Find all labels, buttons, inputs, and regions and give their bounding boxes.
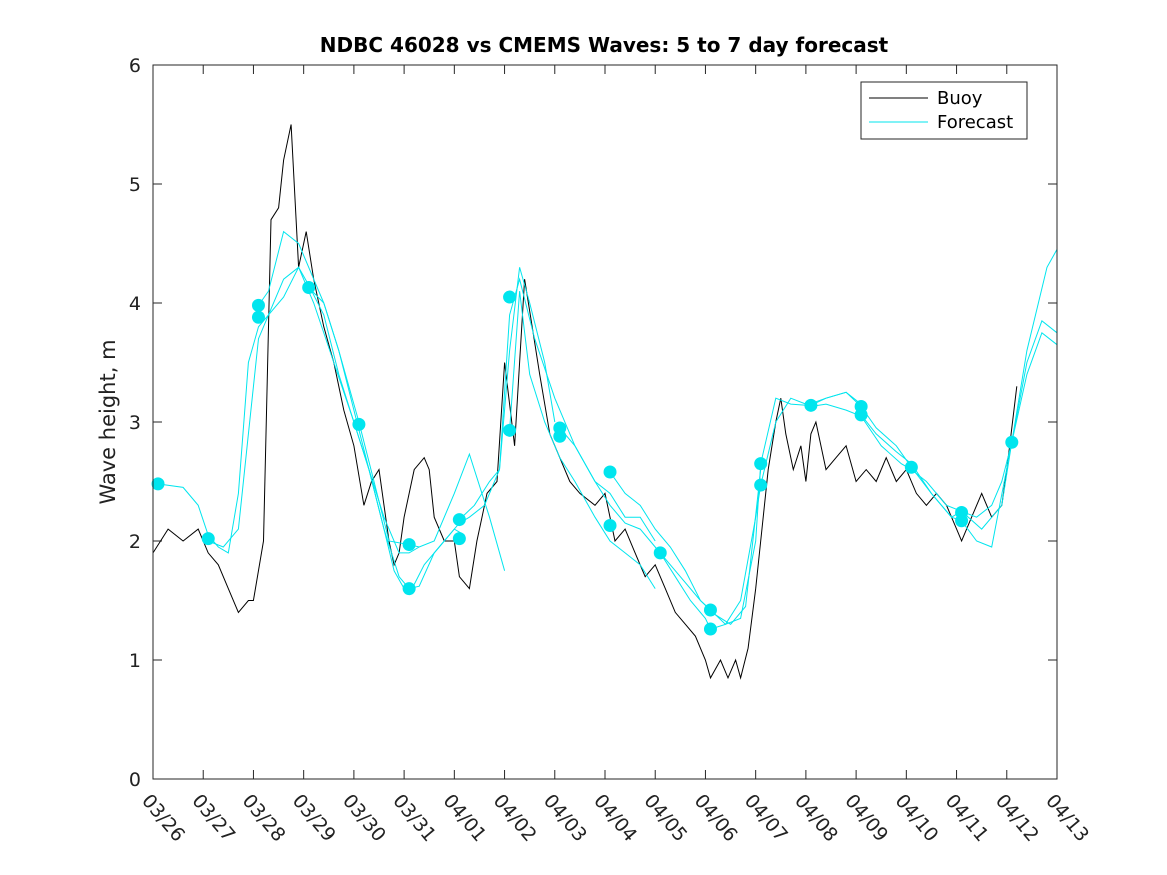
- y-tick-label: 2: [129, 531, 141, 553]
- y-tick-label: 5: [129, 174, 141, 196]
- forecast-marker: [151, 477, 165, 491]
- forecast-marker: [402, 582, 416, 596]
- forecast-marker: [251, 310, 265, 324]
- y-axis-label: Wave height, m: [96, 339, 120, 504]
- forecast-marker: [452, 532, 466, 546]
- forecast-marker: [251, 298, 265, 312]
- y-tick-label: 6: [129, 55, 141, 77]
- buoy-series-line: [152, 124, 1018, 680]
- legend-buoy-label: Buoy: [937, 88, 983, 109]
- forecast-marker: [201, 532, 215, 546]
- forecast-marker: [703, 622, 717, 636]
- forecast-marker: [653, 546, 667, 560]
- y-tick-label: 1: [129, 650, 141, 672]
- forecast-marker: [754, 478, 768, 492]
- forecast-series-line: [911, 319, 1058, 518]
- forecast-series-line: [459, 277, 656, 542]
- y-tick-label: 3: [129, 412, 141, 434]
- chart-title: NDBC 46028 vs CMEMS Waves: 5 to 7 day fo…: [320, 33, 889, 57]
- forecast-series-line: [509, 291, 656, 589]
- forecast-marker: [402, 538, 416, 552]
- forecast-marker: [603, 465, 617, 479]
- legend: Buoy Forecast: [860, 81, 1028, 140]
- forecast-marker: [503, 423, 517, 437]
- forecast-marker-layer: [151, 281, 1019, 636]
- plot-area: [153, 65, 1057, 779]
- forecast-marker: [603, 519, 617, 533]
- forecast-marker: [955, 514, 969, 528]
- y-axis-ticks: 0 1 2 3 4 5 6: [129, 55, 1057, 791]
- forecast-marker: [503, 290, 517, 304]
- forecast-marker: [754, 457, 768, 471]
- forecast-marker: [703, 603, 717, 617]
- forecast-marker: [1005, 435, 1019, 449]
- legend-box: [860, 81, 1028, 140]
- plot-frame: [152, 64, 1058, 780]
- forecast-marker: [352, 417, 366, 431]
- forecast-marker: [302, 281, 316, 295]
- forecast-marker: [904, 460, 918, 474]
- forecast-marker: [452, 513, 466, 527]
- forecast-marker: [854, 408, 868, 422]
- forecast-series-line: [208, 266, 465, 596]
- forecast-series-line: [258, 230, 506, 571]
- forecast-marker: [804, 398, 818, 412]
- forecast-marker: [553, 429, 567, 443]
- y-tick-label: 0: [129, 769, 141, 791]
- legend-forecast-label: Forecast: [937, 112, 1013, 133]
- y-tick-label: 4: [129, 293, 141, 315]
